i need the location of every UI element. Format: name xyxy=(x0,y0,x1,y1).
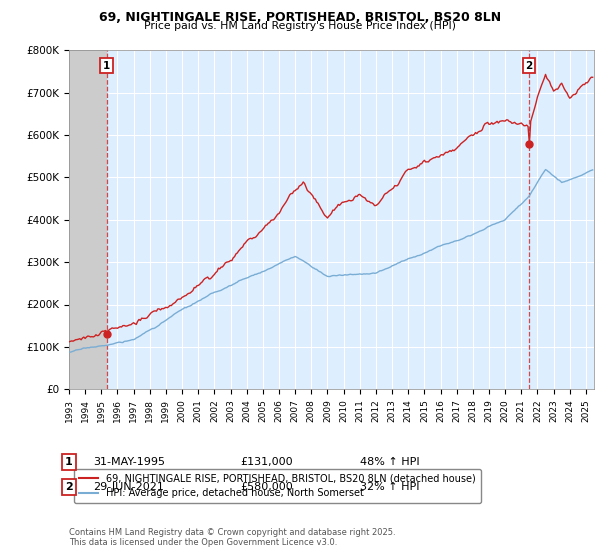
Legend: 69, NIGHTINGALE RISE, PORTISHEAD, BRISTOL, BS20 8LN (detached house), HPI: Avera: 69, NIGHTINGALE RISE, PORTISHEAD, BRISTO… xyxy=(74,469,481,503)
Text: 2: 2 xyxy=(525,60,532,71)
Text: 31-MAY-1995: 31-MAY-1995 xyxy=(93,457,165,467)
Text: 32% ↑ HPI: 32% ↑ HPI xyxy=(360,482,419,492)
Text: 29-JUN-2021: 29-JUN-2021 xyxy=(93,482,164,492)
Text: £131,000: £131,000 xyxy=(240,457,293,467)
Text: Price paid vs. HM Land Registry's House Price Index (HPI): Price paid vs. HM Land Registry's House … xyxy=(144,21,456,31)
Text: 2: 2 xyxy=(65,482,73,492)
Text: 1: 1 xyxy=(103,60,110,71)
Text: Contains HM Land Registry data © Crown copyright and database right 2025.
This d: Contains HM Land Registry data © Crown c… xyxy=(69,528,395,547)
Text: 48% ↑ HPI: 48% ↑ HPI xyxy=(360,457,419,467)
Text: 69, NIGHTINGALE RISE, PORTISHEAD, BRISTOL, BS20 8LN: 69, NIGHTINGALE RISE, PORTISHEAD, BRISTO… xyxy=(99,11,501,24)
Text: £580,000: £580,000 xyxy=(240,482,293,492)
Bar xyxy=(69,50,107,389)
Text: 1: 1 xyxy=(65,457,73,467)
